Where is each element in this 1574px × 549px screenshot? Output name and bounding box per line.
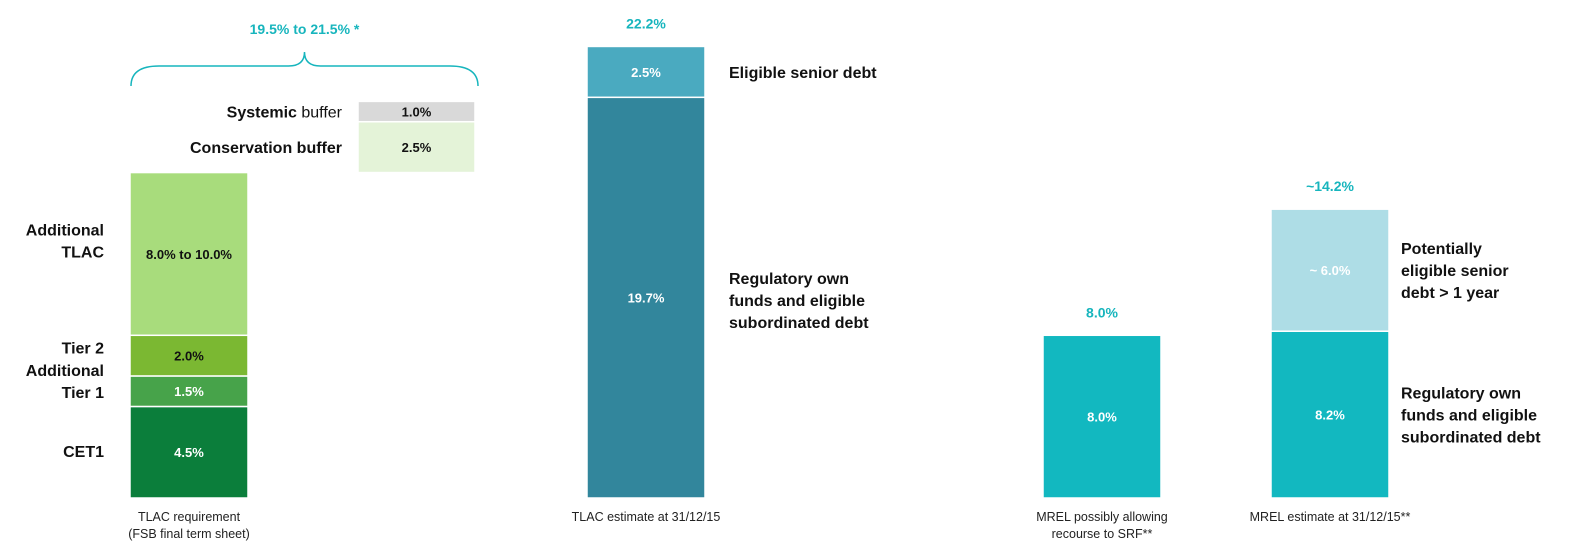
- bar-segment-value-label: 2.5%: [631, 65, 661, 80]
- mrel-side-label: Potentially: [1401, 241, 1482, 258]
- tlac-side-label: Additional: [26, 223, 104, 240]
- bar-segment-value-label: 4.5%: [174, 445, 204, 460]
- buffer-name-bold: Conservation buffer: [190, 140, 342, 157]
- bar-total-label: 22.2%: [626, 15, 666, 31]
- bar-segment-value-label: ~ 6.0%: [1310, 263, 1351, 278]
- buffer-value-label: 2.5%: [402, 140, 432, 155]
- bar-segment: [1270, 208, 1390, 332]
- tlac-side-label: Tier 1: [62, 385, 105, 402]
- bar-segment-value-label: 8.0% to 10.0%: [146, 247, 232, 262]
- bar-segment: [1270, 330, 1390, 499]
- bar-segment: [1042, 334, 1162, 499]
- buffer-name-label: Systemic buffer: [227, 105, 343, 122]
- buffer-name-bold: Systemic: [227, 105, 302, 122]
- bar-segment-value-label: 1.5%: [174, 384, 204, 399]
- category-label: MREL estimate at 31/12/15**: [1250, 510, 1411, 524]
- range-bracket-label: 19.5% to 21.5% *: [250, 21, 360, 37]
- mrel-side-label: Regulatory own: [1401, 386, 1521, 403]
- bar-total-label: ~14.2%: [1306, 178, 1354, 194]
- bar-segment-value-label: 19.7%: [628, 291, 665, 306]
- bar-segment: [586, 45, 706, 99]
- bar-segment-value-label: 8.0%: [1087, 410, 1117, 425]
- buffer-value-label: 1.0%: [402, 105, 432, 120]
- tlac-side-label: Additional: [26, 363, 104, 380]
- bar-segment: [129, 375, 249, 408]
- category-label: TLAC requirement: [138, 510, 241, 524]
- buffer-box: [357, 120, 476, 174]
- mrel-side-label: eligible senior: [1401, 263, 1509, 280]
- buffer-name-label: Conservation buffer: [190, 140, 342, 157]
- tlac-estimate-side-label: Regulatory own: [729, 271, 849, 288]
- category-label: (FSB final term sheet): [128, 527, 250, 541]
- tlac-side-label: TLAC: [61, 245, 104, 262]
- mrel-side-label: funds and eligible: [1401, 408, 1537, 425]
- buffer-name-normal: buffer: [301, 105, 342, 122]
- tlac-estimate-side-label: funds and eligible: [729, 293, 865, 310]
- tlac-estimate-side-label: Eligible senior debt: [729, 65, 877, 82]
- bar-segment: [129, 405, 249, 499]
- range-bracket: [130, 51, 479, 87]
- mrel-side-label: debt > 1 year: [1401, 285, 1499, 302]
- bar-segment: [129, 171, 249, 337]
- buffer-box: [357, 100, 476, 123]
- bar-segment: [586, 96, 706, 499]
- tlac-estimate-side-label: subordinated debt: [729, 315, 869, 332]
- bar-total-label: 8.0%: [1086, 304, 1118, 320]
- bar-segment-value-label: 8.2%: [1315, 408, 1345, 423]
- tlac-side-label: CET1: [63, 444, 104, 461]
- category-label: recourse to SRF**: [1052, 527, 1153, 541]
- category-label: MREL possibly allowing: [1036, 510, 1168, 524]
- tlac-side-label: Tier 2: [62, 340, 105, 357]
- mrel-side-label: subordinated debt: [1401, 430, 1541, 447]
- bar-segment-value-label: 2.0%: [174, 349, 204, 364]
- category-label: TLAC estimate at 31/12/15: [572, 510, 721, 524]
